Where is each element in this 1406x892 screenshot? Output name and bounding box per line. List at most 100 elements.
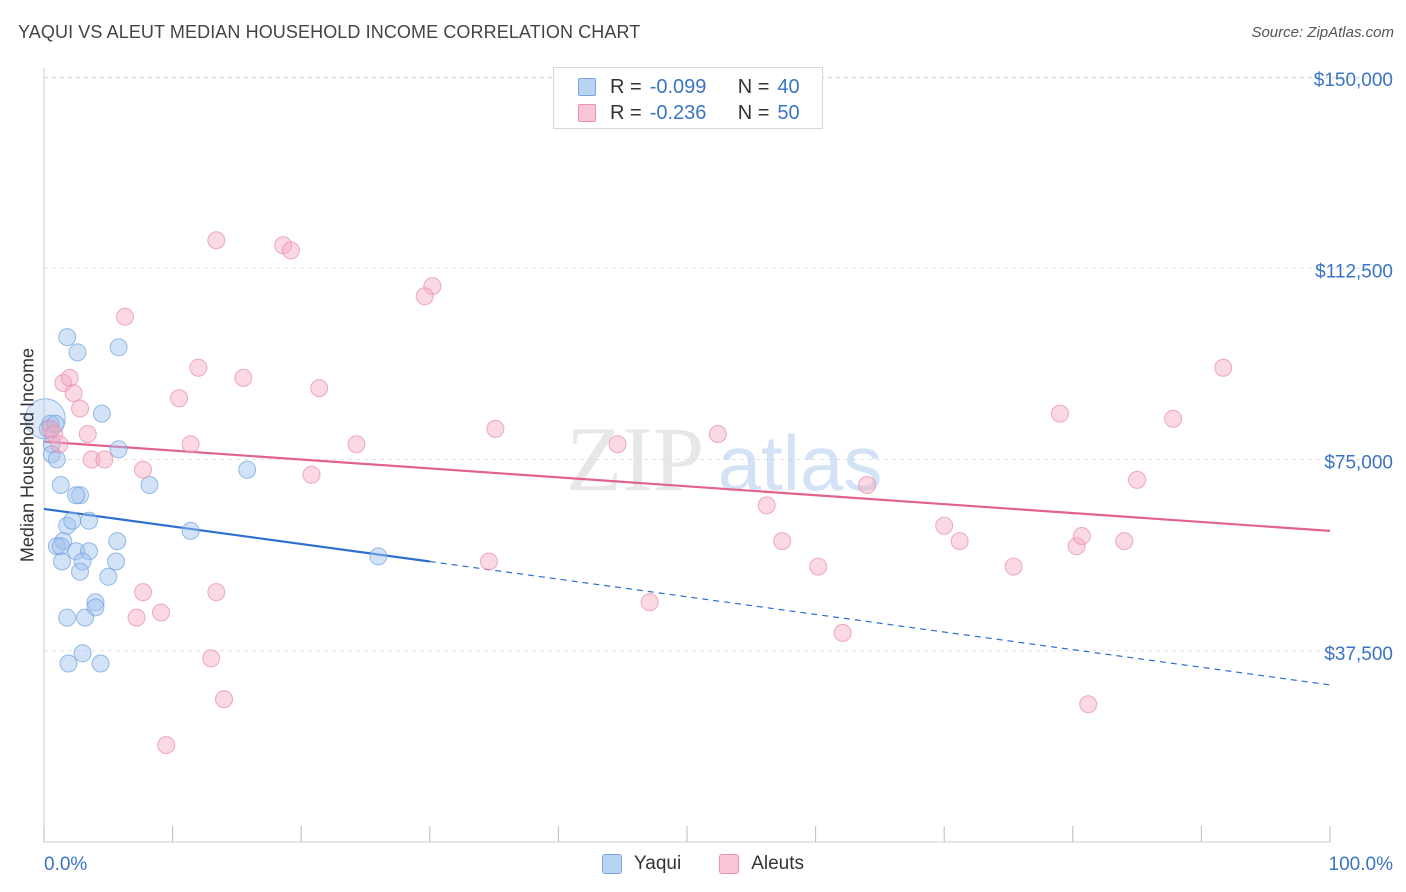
aleut-point: [134, 583, 153, 602]
watermark-atlas: atlas: [718, 419, 883, 507]
yaqui-point: [140, 476, 159, 494]
yaqui-point: [53, 552, 72, 571]
yaqui-r-value: -0.099: [649, 75, 707, 98]
grid: [44, 76, 1393, 652]
yaqui-point: [59, 654, 78, 673]
yaqui-point: [73, 552, 92, 571]
yaqui-point: [73, 644, 92, 663]
yaqui-point: [109, 338, 128, 357]
yaqui-point: [58, 516, 77, 535]
aleut-point: [71, 399, 90, 418]
aleut-point: [234, 368, 253, 387]
aleut-point: [1115, 532, 1134, 551]
aleut-point: [207, 231, 226, 250]
legend-row-aleuts: R = -0.236 N = 50: [578, 100, 800, 126]
yaqui-point: [71, 562, 90, 581]
aleut-point: [127, 608, 146, 627]
yaqui-legend-swatch: [602, 854, 622, 874]
aleut-point: [207, 583, 226, 602]
source-label: Source: ZipAtlas.com: [1251, 24, 1394, 41]
yaqui-point: [51, 476, 70, 494]
aleut-point: [1214, 358, 1233, 377]
yaqui-legend-label: Yaqui: [634, 853, 682, 874]
yaqui-point: [109, 440, 128, 459]
yaqui-point: [41, 414, 60, 433]
aleut-point: [1004, 557, 1023, 576]
aleut-point: [1128, 470, 1147, 489]
x-tick-label-min: 0.0%: [44, 854, 87, 875]
aleut-point: [858, 476, 877, 494]
aleut-point: [152, 603, 171, 622]
yaqui-point: [181, 521, 200, 540]
aleut-point: [833, 623, 852, 642]
yaqui-point: [42, 445, 61, 464]
data-points: [24, 231, 1233, 755]
yaqui-point: [67, 486, 86, 505]
aleut-point: [60, 368, 79, 387]
y-tick-label: $37,500: [1324, 644, 1393, 665]
aleut-point: [78, 425, 97, 443]
yaqui-point: [68, 343, 87, 362]
aleut-point: [347, 435, 366, 454]
aleut-point: [181, 435, 200, 454]
chart-title: YAQUI VS ALEUT MEDIAN HOUSEHOLD INCOME C…: [18, 22, 641, 42]
y-tick-label: $75,000: [1324, 453, 1393, 474]
yaqui-point: [86, 593, 105, 612]
aleut-point: [116, 307, 135, 326]
yaqui-point: [58, 608, 77, 627]
aleut-point: [1050, 404, 1069, 423]
aleut-point: [157, 736, 176, 755]
yaqui-point: [80, 511, 99, 530]
aleut-point: [134, 460, 153, 479]
aleut-point: [50, 435, 69, 454]
aleuts-legend-swatch: [719, 854, 740, 874]
aleut-point: [708, 425, 727, 443]
aleut-point: [202, 649, 221, 668]
yaqui-point: [107, 552, 126, 571]
aleut-point: [809, 557, 828, 576]
yaqui-point: [58, 328, 77, 347]
aleuts-swatch: [578, 104, 596, 122]
yaqui-point: [76, 608, 95, 627]
yaqui-point: [99, 567, 118, 586]
yaqui-point: [238, 460, 257, 479]
n-label: N =: [737, 75, 770, 98]
aleut-point: [608, 435, 627, 454]
legend-item-aleuts[interactable]: Aleuts: [719, 853, 804, 875]
yaqui-n-value: 40: [777, 75, 800, 98]
n-label: N =: [737, 101, 770, 124]
aleut-point: [757, 496, 776, 515]
aleut-trend-line: [43, 440, 1331, 532]
yaqui-point: [108, 532, 127, 551]
tick-labels: $37,500 $75,000 $112,500 $150,000 0.0% 100.0%: [44, 70, 1393, 875]
watermark: ZIP atlas: [566, 408, 882, 510]
yaqui-point: [369, 547, 388, 566]
yaqui-point: [92, 404, 111, 423]
aleut-point: [45, 425, 64, 443]
yaqui-point: [67, 542, 86, 561]
trend-lines: [43, 440, 1331, 686]
stats-legend: R = -0.099 N = 40 R = -0.236 N = 50: [553, 67, 823, 129]
aleut-point: [170, 389, 189, 408]
y-tick-label: $112,500: [1315, 261, 1393, 282]
legend-item-yaqui[interactable]: Yaqui: [602, 853, 681, 875]
aleut-point: [281, 241, 300, 260]
aleut-point: [640, 593, 659, 612]
watermark-zip: ZIP: [566, 408, 704, 510]
y-tick-label: $150,000: [1314, 70, 1393, 91]
yaqui-swatch: [578, 78, 596, 96]
yaqui-point: [71, 486, 90, 505]
aleut-point: [95, 450, 114, 469]
aleut-point: [486, 419, 505, 438]
aleut-point: [423, 277, 442, 296]
aleuts-legend-label: Aleuts: [751, 853, 804, 874]
aleut-point: [773, 532, 792, 551]
aleut-point: [64, 384, 83, 403]
aleut-point: [1072, 527, 1091, 545]
r-label: R =: [610, 75, 642, 98]
aleut-point: [310, 379, 329, 398]
aleut-point: [189, 358, 208, 377]
r-label: R =: [610, 101, 642, 124]
legend-row-yaqui: R = -0.099 N = 40: [578, 74, 800, 100]
aleut-point: [935, 516, 954, 535]
